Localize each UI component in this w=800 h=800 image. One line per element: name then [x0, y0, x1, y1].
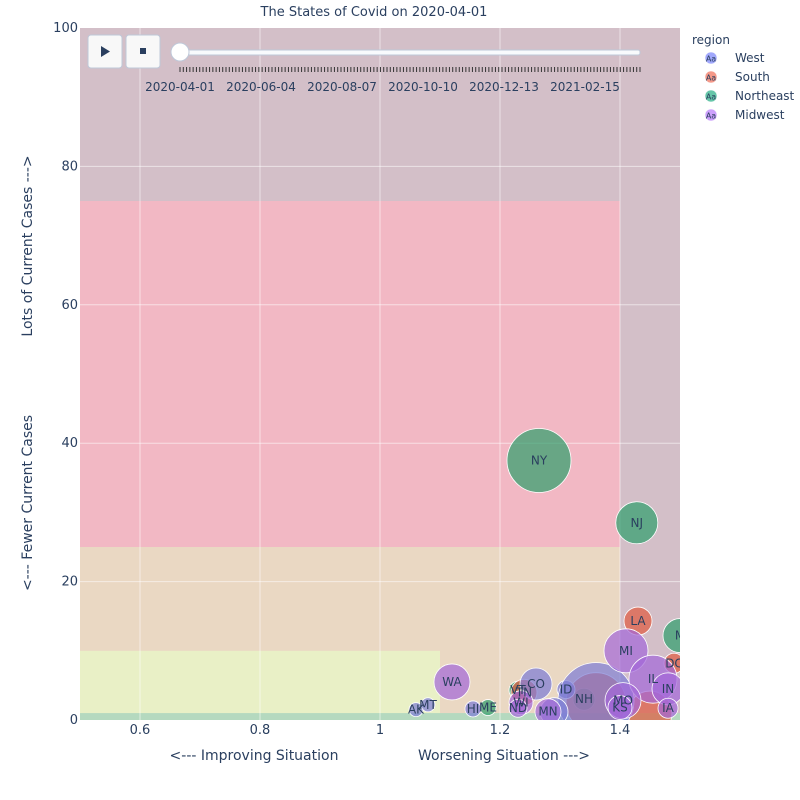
legend-marker: [704, 70, 718, 84]
marker-label-vt: VT: [510, 683, 526, 697]
slider-rail[interactable]: [179, 49, 641, 56]
slider-step-label[interactable]: 2020-08-07: [307, 80, 377, 94]
stop-button[interactable]: [125, 34, 161, 69]
marker-label-nj: NJ: [631, 516, 644, 530]
x-tick-label: 0.6: [130, 723, 151, 738]
legend-item-south[interactable]: Aa South: [704, 70, 770, 84]
y-tick-label: 80: [61, 159, 78, 174]
legend-label: Northeast: [735, 89, 795, 103]
marker-label-wi: WI: [513, 696, 528, 710]
marker-nd[interactable]: [508, 698, 528, 718]
zone-rect-0: [80, 201, 620, 547]
marker-label-mi: MI: [619, 644, 633, 658]
marker-label-m: M: [675, 629, 685, 643]
marker-hi[interactable]: [464, 700, 482, 718]
marker-label-me: ME: [479, 701, 497, 715]
chart-title: The States of Covid on 2020-04-01: [260, 5, 488, 20]
legend-marker: [704, 51, 718, 65]
marker-label-mt: MT: [419, 698, 437, 712]
marker-label-ny: NY: [531, 454, 548, 468]
marker-mt[interactable]: [420, 697, 436, 713]
y-tick-label: 100: [53, 21, 78, 36]
marker-label-nd: ND: [509, 701, 527, 715]
y-tick-label: 20: [61, 575, 78, 590]
x-axis-title-left: <--- Improving Situation: [170, 748, 339, 764]
legend: region Aa West Aa South Aa Northeast Aa Midwest: [692, 33, 795, 122]
marker-ny[interactable]: [506, 428, 572, 493]
marker-label-in: IN: [662, 682, 675, 696]
marker-label-mo: MO: [613, 694, 633, 708]
slider-handle[interactable]: [170, 42, 190, 62]
marker-label-tn: TN: [515, 685, 532, 699]
y-tick-label: 40: [61, 436, 78, 451]
marker-m[interactable]: [662, 618, 697, 653]
legend-label: Midwest: [735, 108, 785, 122]
marker-ia[interactable]: [657, 697, 679, 719]
marker-label-il: IL: [648, 672, 659, 686]
marker-wa[interactable]: [433, 663, 471, 701]
y-tick-label: 60: [61, 298, 78, 313]
legend-item-west[interactable]: Aa West: [704, 51, 765, 65]
legend-label: West: [735, 51, 765, 65]
x-tick-label: 1.2: [490, 723, 511, 738]
play-button[interactable]: [87, 34, 123, 69]
marker-co[interactable]: [519, 667, 553, 701]
marker-mn[interactable]: [534, 698, 562, 725]
marker-label-ia: IA: [662, 701, 675, 715]
legend-item-northeast[interactable]: Aa Northeast: [704, 89, 795, 103]
marker-label-dc: DC: [665, 656, 683, 670]
marker-ks[interactable]: [607, 695, 633, 720]
marker-label-mn: MN: [538, 705, 557, 719]
legend-marker-symbol: Aa: [706, 55, 716, 64]
marker-nj[interactable]: [615, 501, 659, 545]
marker-label-hi: HI: [467, 702, 480, 716]
slider-step-label[interactable]: 2020-12-13: [469, 80, 539, 94]
legend-label: South: [735, 70, 770, 84]
x-tick-label: 1: [376, 723, 384, 738]
y-axis-title-top: Lots of Current Cases --->: [20, 155, 36, 336]
marker-label-id: ID: [560, 683, 573, 697]
marker-label-co: CO: [527, 677, 545, 691]
legend-marker-symbol: Aa: [706, 74, 716, 83]
marker-label-nh: NH: [575, 692, 593, 706]
slider-step-label[interactable]: 2021-02-15: [550, 80, 620, 94]
legend-marker-symbol: Aa: [706, 112, 716, 121]
x-tick-label: 0.8: [250, 723, 271, 738]
slider-step-label[interactable]: 2020-06-04: [226, 80, 296, 94]
marker-label-ks: KS: [612, 701, 628, 715]
y-tick-label: 0: [70, 713, 78, 728]
marker-label-wa: WA: [442, 675, 462, 689]
legend-marker: [704, 89, 718, 103]
legend-marker: [704, 108, 718, 122]
stop-icon: [140, 48, 146, 54]
play-icon: [101, 46, 110, 57]
slider-step-label[interactable]: 2020-04-01: [145, 80, 215, 94]
legend-marker-symbol: Aa: [706, 93, 716, 102]
marker-label-ak: AK: [408, 703, 425, 717]
slider-step-label[interactable]: 2020-10-10: [388, 80, 458, 94]
marker-label-la: LA: [630, 614, 646, 628]
y-axis-title-bottom: <--- Fewer Current Cases: [20, 415, 36, 591]
legend-title: region: [692, 33, 730, 47]
legend-item-midwest[interactable]: Aa Midwest: [704, 108, 785, 122]
slider-ticks: [179, 67, 641, 72]
x-axis-title-right: Worsening Situation --->: [418, 748, 590, 764]
x-tick-label: 1.4: [610, 723, 631, 738]
